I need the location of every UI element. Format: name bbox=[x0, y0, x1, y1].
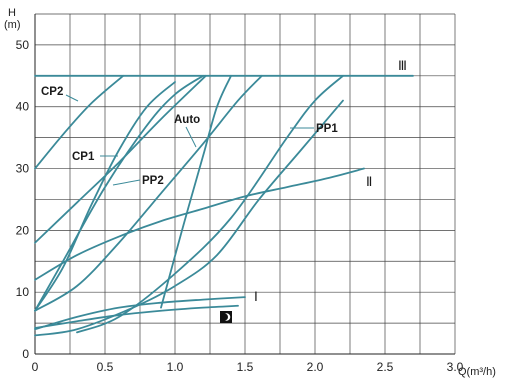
auto-leader bbox=[185, 126, 197, 148]
y-tick-label: 20 bbox=[16, 223, 30, 237]
curve-unlabeled bbox=[34, 81, 176, 312]
y-tick-label: 50 bbox=[16, 38, 30, 52]
label-iii: Ⅲ bbox=[398, 58, 407, 73]
label-auto: Auto bbox=[174, 114, 200, 126]
moon-icon bbox=[220, 311, 232, 323]
pp2-leader bbox=[112, 179, 141, 186]
y-tick-label: 0 bbox=[22, 347, 29, 361]
curve-pp2 bbox=[34, 74, 204, 312]
x-tick-label: 0.5 bbox=[97, 360, 114, 374]
curve-curve bbox=[34, 296, 246, 331]
y-axis-title: H bbox=[8, 7, 16, 19]
curve-night-mode bbox=[34, 304, 239, 329]
curve-pp1 bbox=[76, 74, 344, 334]
x-tick-label: 1.0 bbox=[167, 360, 184, 374]
axes bbox=[34, 14, 455, 355]
x-tick-label: 2.0 bbox=[307, 360, 324, 374]
curve-unlabeled bbox=[34, 99, 344, 337]
curve-cp1 bbox=[34, 74, 207, 244]
label-pp1: PP1 bbox=[316, 123, 338, 135]
curve-unlabeled bbox=[160, 74, 232, 309]
grid bbox=[35, 13, 456, 354]
y-tick-label: 40 bbox=[16, 100, 30, 114]
x-tick-label: 3.0 bbox=[447, 360, 464, 374]
y-axis-unit: (m) bbox=[4, 19, 21, 31]
y-tick-label: 30 bbox=[16, 162, 30, 176]
curves bbox=[34, 74, 414, 337]
cp2-leader bbox=[65, 94, 79, 102]
label-i: Ⅰ bbox=[254, 289, 258, 304]
label-ii: Ⅱ bbox=[366, 174, 372, 189]
curve-auto bbox=[34, 74, 263, 312]
label-pp2: PP2 bbox=[142, 175, 164, 187]
curve-curve bbox=[34, 167, 365, 281]
x-axis-title: Q(m³/h) bbox=[458, 366, 496, 378]
x-tick-label: 2.5 bbox=[377, 360, 394, 374]
x-tick-label: 1.5 bbox=[237, 360, 254, 374]
y-tick-label: 10 bbox=[16, 285, 30, 299]
curve-cp2 bbox=[34, 74, 125, 170]
x-tick-label: 0 bbox=[32, 360, 39, 374]
curve-labels: CP2 CP1 PP2 Auto PP1 Ⅲ Ⅱ Ⅰ bbox=[41, 58, 407, 323]
label-cp1: CP1 bbox=[72, 151, 95, 163]
label-cp2: CP2 bbox=[41, 86, 63, 98]
